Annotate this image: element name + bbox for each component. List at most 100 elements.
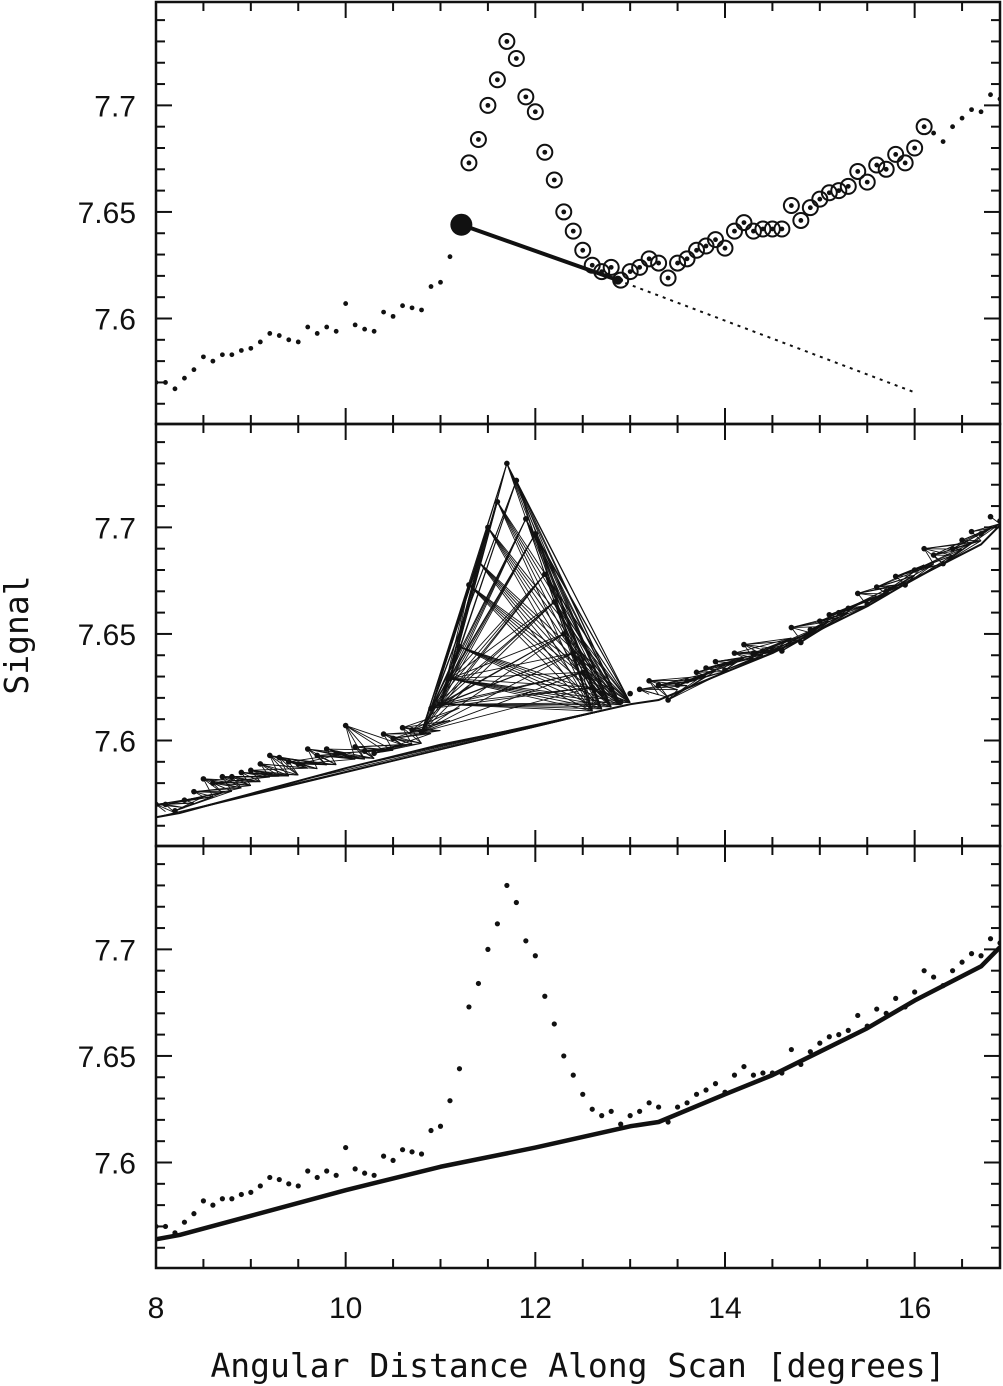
data-point [504, 882, 510, 889]
data-point [485, 524, 491, 531]
data-point [267, 331, 273, 336]
data-point [779, 648, 785, 654]
data-point [248, 345, 254, 351]
data-point [741, 1063, 747, 1070]
data-point [343, 1144, 349, 1151]
chord-line [496, 501, 593, 712]
data-point [276, 1176, 282, 1183]
data-point [476, 137, 481, 142]
data-point [931, 130, 937, 136]
chord-line [165, 802, 194, 805]
y-axis-title: Signal [0, 575, 36, 694]
chord-line [962, 539, 982, 542]
chord-line [279, 757, 337, 766]
candidate-circle [536, 143, 554, 161]
data-point [665, 275, 671, 281]
data-point [665, 1119, 671, 1125]
data-point [608, 1108, 614, 1114]
data-point [769, 1070, 776, 1076]
chord-line [269, 755, 299, 776]
chord-line [553, 601, 631, 703]
test-point [450, 213, 473, 236]
y-tick-label: 7.65 [78, 619, 136, 652]
data-point [712, 1081, 719, 1087]
data-point [428, 1127, 434, 1134]
chord-line [459, 646, 621, 706]
data-point [172, 386, 178, 392]
data-point [959, 537, 965, 543]
data-point [542, 993, 548, 999]
chord-line [648, 680, 659, 696]
chord-line [269, 755, 280, 777]
data-point [770, 226, 775, 232]
chord-line [430, 573, 546, 709]
data-point [229, 1196, 235, 1202]
chord-line [317, 754, 375, 759]
data-point [238, 769, 245, 776]
chord-line [336, 752, 375, 759]
data-point [693, 669, 700, 676]
data-point [598, 690, 605, 697]
chord-line [449, 678, 631, 704]
panel-frame [154, 0, 1002, 426]
data-point [390, 1157, 396, 1163]
chord-line [374, 742, 422, 754]
data-point [200, 776, 207, 782]
chord-line [591, 686, 612, 708]
candidate-circle [849, 162, 867, 180]
chord-line [184, 787, 242, 801]
data-point [912, 989, 918, 995]
data-point [409, 727, 415, 733]
chord-line [838, 605, 868, 614]
chord-line [639, 688, 669, 698]
data-point [400, 303, 405, 309]
chord-line [317, 755, 337, 766]
chord-line [430, 601, 555, 709]
candidate-circle [469, 130, 487, 148]
chord-line [440, 671, 583, 705]
data-point [162, 1223, 169, 1230]
x-tick-label: 16 [898, 1292, 931, 1325]
candidate-circle [507, 49, 525, 67]
data-point [968, 951, 975, 957]
chord-line [440, 652, 574, 705]
data-point [219, 1196, 225, 1202]
candidate-circle [479, 96, 497, 114]
panel-middle: 7.6 7.65 7.7 [78, 422, 1002, 848]
candidate-circle [877, 160, 895, 178]
data-point [949, 968, 956, 974]
y-tick-label: 7.6 [94, 304, 136, 337]
data-point [684, 678, 690, 684]
chord-line [743, 637, 792, 646]
chord-line [326, 748, 375, 759]
data-point [229, 352, 235, 358]
chord-line [373, 733, 432, 754]
chord-line [174, 790, 233, 812]
chord-line [544, 574, 631, 703]
data-point [201, 354, 206, 360]
data-point [163, 380, 168, 385]
chord-line [260, 763, 280, 777]
data-point [257, 761, 264, 767]
candidate-circle [744, 222, 762, 240]
chord-line [298, 763, 337, 766]
data-point [276, 333, 282, 338]
chord-line [914, 542, 972, 571]
chord-line [212, 782, 233, 792]
data-point [959, 115, 965, 121]
data-point [798, 1061, 804, 1068]
plot-area-middle [156, 460, 1000, 819]
chord-line [212, 776, 270, 784]
data-point [722, 667, 728, 673]
chord-line [421, 601, 555, 733]
data-point [969, 107, 974, 113]
data-point [532, 530, 539, 537]
candidate-circle [707, 231, 725, 249]
candidate-circle [906, 139, 924, 157]
data-point [181, 1219, 188, 1225]
data-point [447, 675, 453, 682]
data-point [798, 218, 804, 223]
data-point [788, 1046, 794, 1053]
data-point [314, 752, 321, 759]
chord-line [848, 605, 868, 609]
